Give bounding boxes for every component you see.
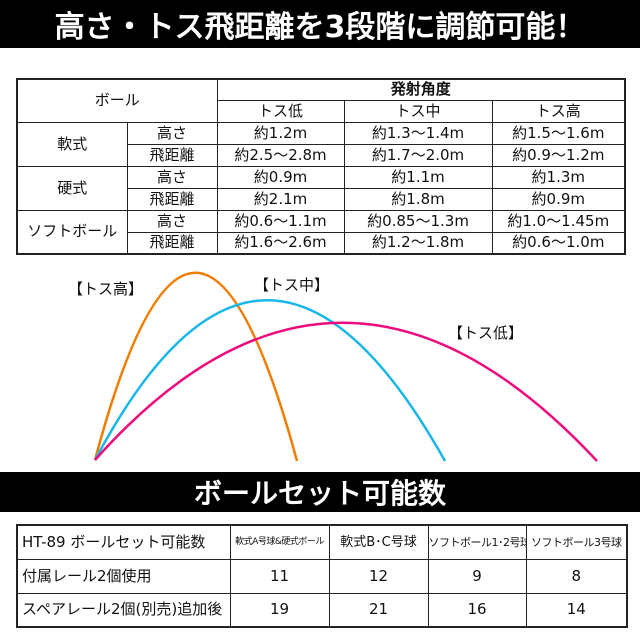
col-header: 軟式B･C号球 [328,524,429,560]
cell: 19 [229,592,330,628]
cell: 約0.6～1.0m [491,231,626,255]
col-header-low: トス低 [216,99,345,123]
col-header: ソフトボール1･2号球 [427,524,527,560]
cell: 約1.2～1.8m [343,231,493,255]
cell: 約0.9m [216,165,345,189]
ball-type: 硬式 [16,165,128,211]
cell: 約1.5～1.6m [491,121,626,145]
toss-mid-label: 【トス中】 [254,276,330,294]
cell: 約1.6～2.6m [216,231,345,255]
section-title: ボールセット可能数 [193,477,446,510]
cell: 約1.2m [216,121,345,145]
trajectory-curves [93,271,598,462]
angle-header: 発射角度 [216,78,626,101]
table-row: スペアレール2個(別売)追加後 19 21 16 14 [16,592,628,628]
toss-high-curve [93,271,299,462]
table-row: 飛距離 約1.6～2.6m 約1.2～1.8m 約0.6～1.0m [17,231,626,255]
cell: 約1.1m [343,165,493,189]
table-row: 付属レール2個使用 11 12 9 8 [16,558,628,594]
row-label: スペアレール2個(別売)追加後 [16,592,231,628]
table-row: 軟式 高さ 約1.2m 約1.3～1.4m 約1.5～1.6m [16,121,626,167]
metric: 飛距離 [126,231,218,255]
toss-low-label: 【トス低】 [448,324,524,342]
table-row: 硬式 高さ 約0.9m 約1.1m 約1.3m [16,165,626,211]
cell: 約0.6～1.1m [216,209,345,233]
metric: 飛距離 [126,143,218,167]
toss-mid-curve [93,299,447,462]
cell: 約1.8m [343,187,493,211]
cell: 約1.0～1.45m [491,209,626,233]
trajectory-diagram: 【トス高】 【トス中】 【トス低】 [0,262,640,468]
cell: 11 [229,558,330,594]
toss-low-curve [94,321,598,462]
ball-type: ソフトボール [16,209,128,255]
col-header: ソフトボール3号球 [525,524,628,560]
cell: 14 [525,592,628,628]
col-header-high: トス高 [491,99,626,123]
metric: 高さ [126,165,218,189]
cell: 約0.85～1.3m [343,209,493,233]
cell: 約1.3m [491,165,626,189]
cell: 約1.7～2.0m [343,143,493,167]
metric: 高さ [126,121,218,145]
page-title-banner: 高さ・トス飛距離を3段階に調節可能！ [0,0,640,48]
cell: 8 [525,558,628,594]
table-row: ソフトボール 高さ 約0.6～1.1m 約0.85～1.3m 約1.0～1.45… [16,209,626,255]
metric: 飛距離 [126,187,218,211]
metric: 高さ [126,209,218,233]
col-header-mid: トス中 [343,99,493,123]
page-title: 高さ・トス飛距離を3段階に調節可能！ [54,10,586,45]
section-banner: ボールセット可能数 [0,472,640,512]
ball-type: 軟式 [16,121,128,167]
toss-high-label: 【トス高】 [68,280,144,298]
cell: 12 [328,558,429,594]
ball-header: ボール [16,78,218,123]
cell: 約2.1m [216,187,345,211]
cell: 9 [427,558,527,594]
row-label: 付属レール2個使用 [16,558,231,594]
angle-spec-table: ボール 発射角度 トス低 トス中 トス高 軟式 高さ 約1.2m 約1.3～1.… [16,78,627,255]
cell: 16 [427,592,527,628]
cell: 約0.9m [491,187,626,211]
col-header: 軟式A号球&硬式ボール [229,524,330,560]
cell: 約0.9～1.2m [491,143,626,167]
cell: 約2.5～2.8m [216,143,345,167]
ball-set-table: HT-89 ボールセット可能数 軟式A号球&硬式ボール 軟式B･C号球 ソフトボ… [16,524,628,628]
cell: 約1.3～1.4m [343,121,493,145]
cell: 21 [328,592,429,628]
set-table-title: HT-89 ボールセット可能数 [16,524,231,560]
